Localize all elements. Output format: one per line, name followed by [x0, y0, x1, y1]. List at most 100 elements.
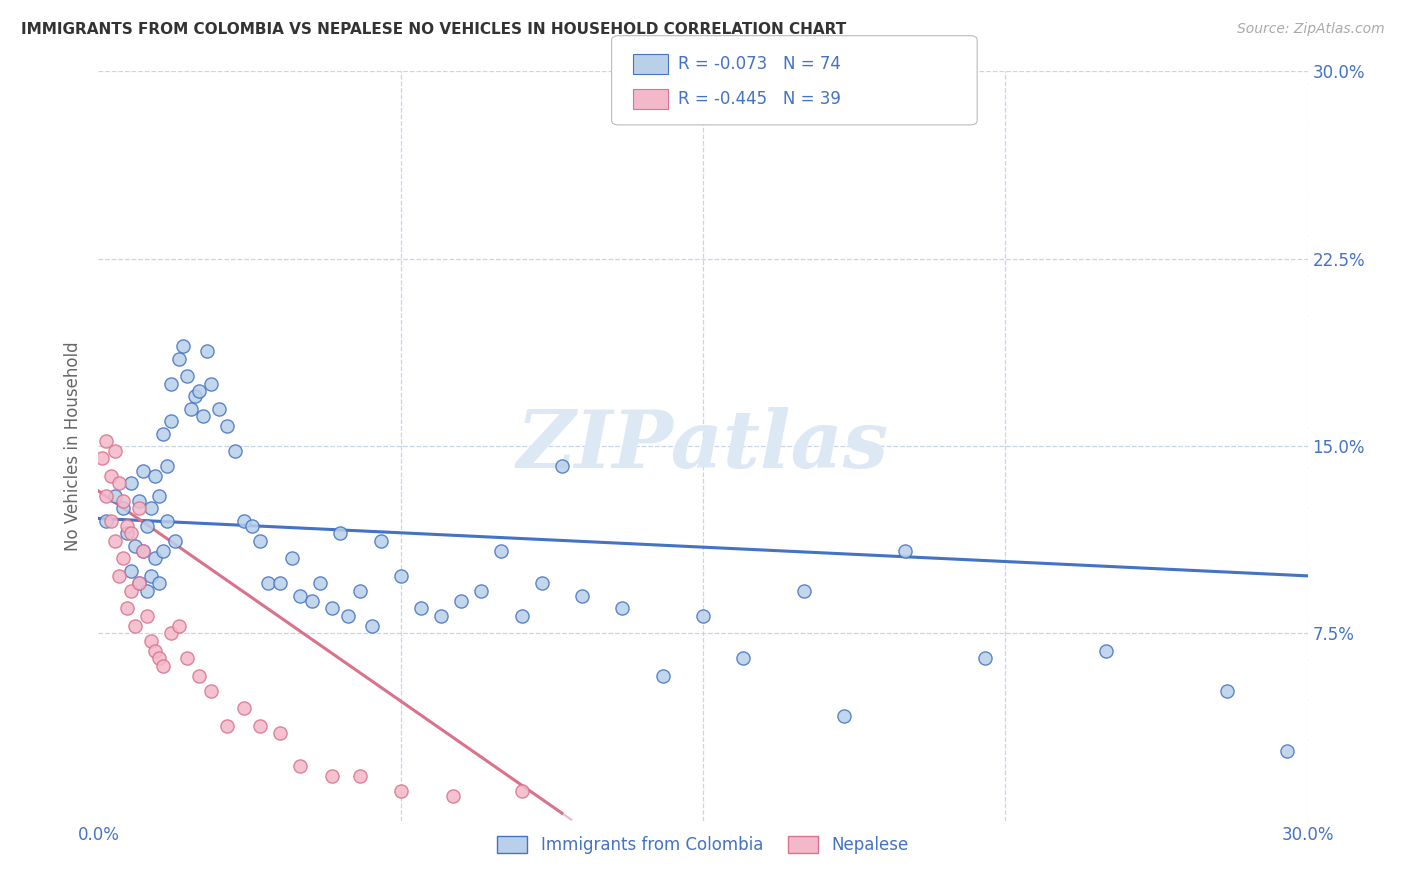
- Point: [152, 426, 174, 441]
- Point: [832, 708, 855, 723]
- Point: [1095, 644, 1118, 658]
- Point: [1216, 683, 1239, 698]
- Point: [156, 458, 179, 473]
- Point: [115, 519, 138, 533]
- Point: [612, 601, 634, 615]
- Point: [143, 469, 166, 483]
- Point: [103, 489, 125, 503]
- Point: [132, 544, 155, 558]
- Point: [321, 769, 343, 783]
- Point: [120, 526, 142, 541]
- Text: Source: ZipAtlas.com: Source: ZipAtlas.com: [1237, 22, 1385, 37]
- Point: [232, 514, 254, 528]
- Point: [217, 419, 239, 434]
- Point: [156, 514, 179, 528]
- Point: [148, 651, 170, 665]
- Point: [120, 476, 142, 491]
- Point: [256, 576, 278, 591]
- Point: [152, 544, 174, 558]
- Point: [329, 526, 352, 541]
- Point: [176, 651, 198, 665]
- Point: [893, 544, 915, 558]
- Point: [651, 669, 673, 683]
- Point: [115, 601, 138, 615]
- Point: [139, 569, 162, 583]
- Point: [389, 569, 412, 583]
- Point: [349, 583, 371, 598]
- Point: [974, 651, 997, 665]
- Point: [510, 608, 533, 623]
- Point: [430, 608, 453, 623]
- Point: [188, 669, 211, 683]
- Legend: Immigrants from Colombia, Nepalese: Immigrants from Colombia, Nepalese: [491, 830, 915, 861]
- Point: [124, 619, 146, 633]
- Point: [288, 589, 311, 603]
- Point: [281, 551, 304, 566]
- Point: [269, 726, 291, 740]
- Point: [128, 494, 150, 508]
- Point: [107, 569, 129, 583]
- Point: [148, 489, 170, 503]
- Point: [551, 458, 574, 473]
- Point: [135, 583, 157, 598]
- Point: [200, 376, 222, 391]
- Point: [111, 501, 134, 516]
- Point: [240, 519, 263, 533]
- Point: [288, 758, 311, 772]
- Text: IMMIGRANTS FROM COLOMBIA VS NEPALESE NO VEHICLES IN HOUSEHOLD CORRELATION CHART: IMMIGRANTS FROM COLOMBIA VS NEPALESE NO …: [21, 22, 846, 37]
- Point: [124, 539, 146, 553]
- Point: [103, 444, 125, 458]
- Point: [793, 583, 815, 598]
- Point: [152, 658, 174, 673]
- Point: [120, 564, 142, 578]
- Point: [692, 608, 714, 623]
- Point: [491, 544, 513, 558]
- Point: [139, 633, 162, 648]
- Point: [96, 489, 118, 503]
- Point: [176, 369, 198, 384]
- Point: [530, 576, 553, 591]
- Point: [100, 469, 122, 483]
- Point: [96, 434, 118, 448]
- Point: [309, 576, 332, 591]
- Point: [120, 583, 142, 598]
- Point: [132, 464, 155, 478]
- Point: [1277, 744, 1299, 758]
- Point: [91, 451, 114, 466]
- Point: [349, 769, 371, 783]
- Point: [321, 601, 343, 615]
- Point: [115, 526, 138, 541]
- Point: [128, 576, 150, 591]
- Point: [107, 476, 129, 491]
- Point: [148, 576, 170, 591]
- Point: [139, 501, 162, 516]
- Point: [200, 683, 222, 698]
- Point: [470, 583, 492, 598]
- Point: [269, 576, 291, 591]
- Point: [409, 601, 432, 615]
- Point: [188, 384, 211, 398]
- Point: [510, 783, 533, 797]
- Point: [135, 608, 157, 623]
- Point: [301, 594, 323, 608]
- Point: [143, 551, 166, 566]
- Point: [450, 594, 472, 608]
- Point: [441, 789, 464, 803]
- Point: [167, 351, 190, 366]
- Point: [224, 444, 246, 458]
- Point: [249, 533, 271, 548]
- Text: ZIPatlas: ZIPatlas: [517, 408, 889, 484]
- Point: [111, 551, 134, 566]
- Point: [184, 389, 207, 403]
- Point: [180, 401, 202, 416]
- Point: [128, 576, 150, 591]
- Point: [733, 651, 755, 665]
- Point: [132, 544, 155, 558]
- Point: [100, 514, 122, 528]
- Point: [111, 494, 134, 508]
- Point: [193, 409, 215, 423]
- Point: [249, 719, 271, 733]
- Point: [163, 533, 186, 548]
- Point: [143, 644, 166, 658]
- Point: [128, 501, 150, 516]
